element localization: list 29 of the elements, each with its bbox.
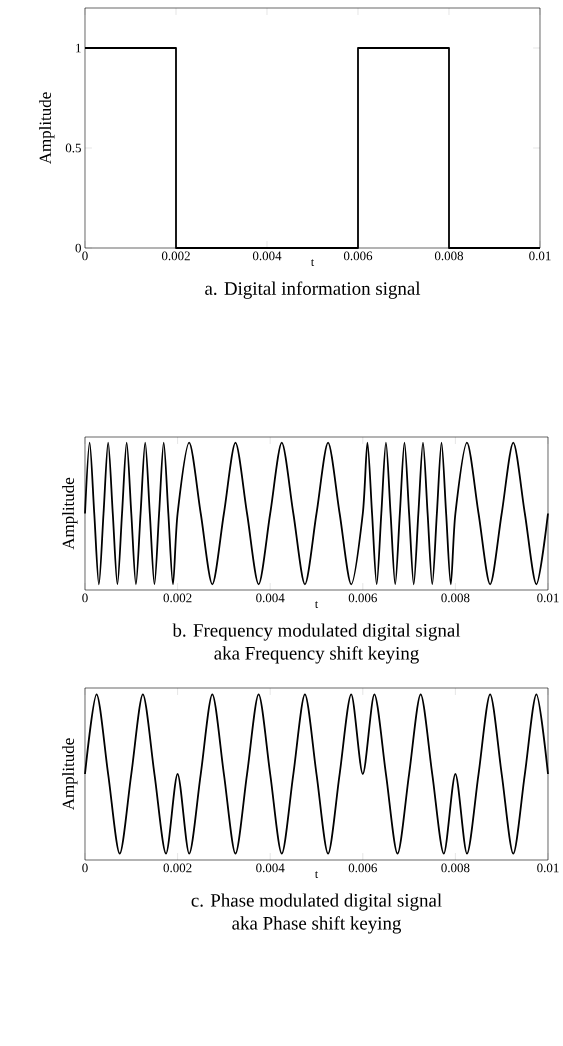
x-tick-label: 0.002 [163,863,192,873]
x-tick-label: 0.006 [344,251,373,261]
text: a. Digital information signal [205,281,421,299]
x-tick-label: 0.008 [441,863,470,873]
x-tick-label: 0.006 [348,593,378,603]
x-tick-label: 0.008 [441,593,470,603]
y-axis-title: Amplitude [62,738,78,811]
x-tick-label: 0.002 [163,593,192,603]
x-axis-title: t [315,601,319,609]
text: b. Frequency modulated digital signal [172,623,461,641]
y-axis-title: Amplitude [62,477,78,550]
x-tick-label: 0.006 [348,863,378,873]
x-tick-label: 0.01 [529,251,551,261]
y-tick-label: 0 [75,243,82,253]
y-tick-label: 0.5 [65,143,82,153]
x-tick-label: 0.002 [162,251,191,261]
x-tick-label: 0.004 [256,593,285,603]
y-axis-title: Amplitude [39,92,55,165]
x-axis-title: t [311,259,315,267]
x-tick-label: 0.008 [435,251,464,261]
x-tick-label: 0.004 [256,863,285,873]
x-tick-label: 0.01 [537,593,559,603]
x-axis-title: t [315,871,319,879]
x-tick-label: 0.01 [537,863,559,873]
y-tick-label: 1 [76,43,81,53]
text: aka Phase shift keying [232,916,402,934]
text: aka Frequency shift keying [214,646,420,664]
x-tick-label: 0.004 [253,251,282,261]
text: c. Phase modulated digital signal [191,893,442,911]
